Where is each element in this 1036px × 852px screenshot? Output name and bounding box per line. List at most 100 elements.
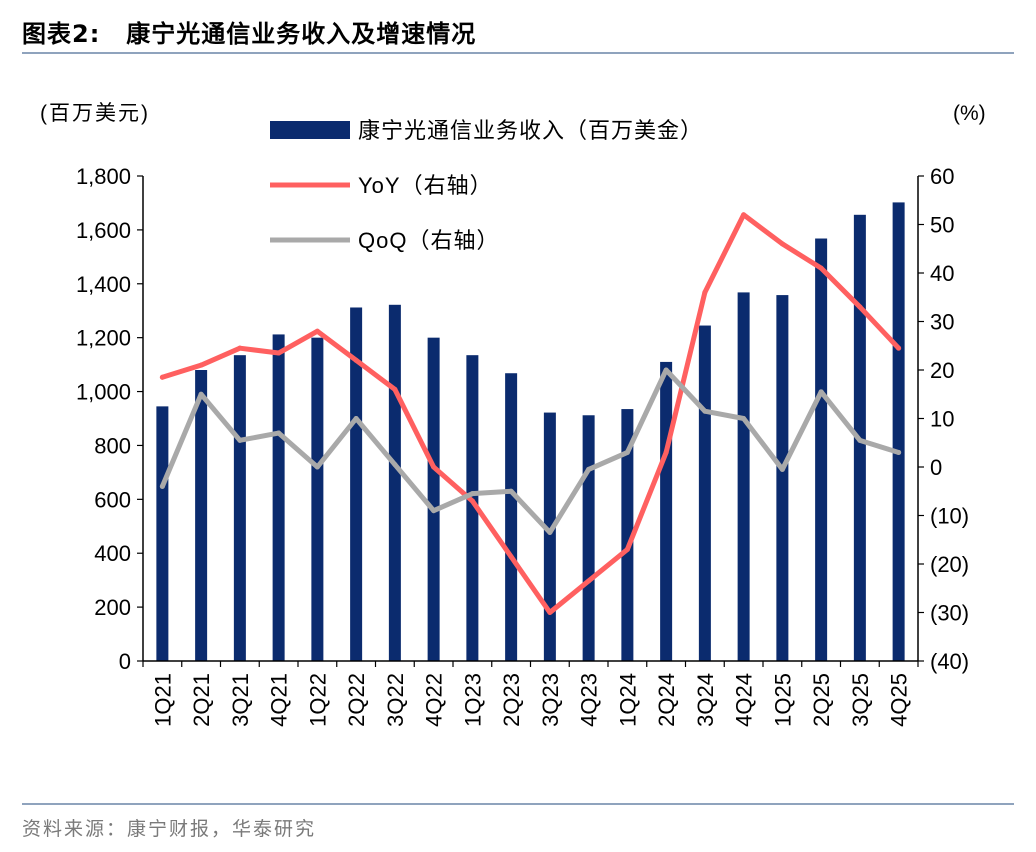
x-tick-label: 4Q24 bbox=[732, 673, 757, 727]
y-right-tick-label: 20 bbox=[930, 358, 954, 383]
y-left-tick-label: 600 bbox=[94, 487, 131, 512]
qoq-point-4Q25 bbox=[896, 449, 902, 455]
qoq-point-1Q25 bbox=[779, 466, 785, 472]
legend-label: YoY（右轴） bbox=[358, 173, 493, 198]
x-tick-label: 3Q24 bbox=[693, 673, 718, 727]
qoq-point-1Q22 bbox=[314, 464, 320, 470]
bar-1Q24 bbox=[621, 409, 634, 661]
y-left-tick-label: 400 bbox=[94, 541, 131, 566]
y-right-tick-label: (40) bbox=[930, 649, 969, 674]
y-left-tick-label: 1,000 bbox=[76, 380, 131, 405]
qoq-point-4Q22 bbox=[431, 508, 437, 514]
bar-4Q23 bbox=[582, 415, 595, 661]
bar-3Q23 bbox=[543, 412, 556, 661]
bar-1Q21 bbox=[156, 406, 169, 661]
x-tick-label: 1Q22 bbox=[305, 673, 330, 727]
qoq-point-4Q21 bbox=[276, 430, 282, 436]
y-right-tick-label: 10 bbox=[930, 407, 954, 432]
bar-3Q21 bbox=[233, 355, 246, 661]
bar-2Q21 bbox=[195, 370, 208, 661]
y-right-tick-label: 40 bbox=[930, 261, 954, 286]
x-tick-label: 1Q21 bbox=[150, 673, 175, 727]
x-tick-label: 4Q21 bbox=[267, 673, 292, 727]
yoy-line bbox=[159, 212, 902, 615]
y-right-tick-label: (10) bbox=[930, 504, 969, 529]
qoq-point-2Q25 bbox=[818, 389, 824, 395]
qoq-point-4Q23 bbox=[586, 466, 592, 472]
yoy-point-3Q22 bbox=[392, 386, 398, 392]
legend: 康宁光通信业务收入（百万美金） YoY（右轴） QoQ（右轴） bbox=[270, 118, 703, 253]
source-note: 资料来源：康宁财报，华泰研究 bbox=[22, 818, 317, 840]
qoq-line bbox=[159, 367, 902, 535]
axes-layer: 02004006008001,0001,2001,4001,6001,800(4… bbox=[76, 164, 969, 727]
yoy-point-2Q23 bbox=[508, 554, 514, 560]
yoy-point-4Q23 bbox=[586, 578, 592, 584]
y-left-tick-label: 1,600 bbox=[76, 218, 131, 243]
bar-2Q24 bbox=[660, 361, 673, 661]
figure-label: 图表2: bbox=[22, 20, 101, 48]
x-tick-label: 4Q22 bbox=[422, 673, 447, 727]
y-left-tick-label: 1,800 bbox=[76, 164, 131, 189]
yoy-point-3Q23 bbox=[547, 610, 553, 615]
qoq-point-3Q23 bbox=[547, 529, 553, 535]
yoy-point-4Q25 bbox=[896, 345, 902, 351]
yoy-point-3Q24 bbox=[702, 289, 708, 295]
yoy-point-1Q23 bbox=[469, 498, 475, 504]
yoy-point-1Q21 bbox=[159, 374, 165, 380]
bar-2Q22 bbox=[350, 307, 363, 661]
qoq-point-3Q22 bbox=[392, 462, 398, 468]
x-tick-label: 2Q21 bbox=[189, 673, 214, 727]
qoq-point-2Q23 bbox=[508, 488, 514, 494]
y-left-tick-label: 200 bbox=[94, 595, 131, 620]
bar-4Q22 bbox=[427, 337, 440, 661]
y-right-tick-label: 60 bbox=[930, 164, 954, 189]
x-tick-label: 2Q25 bbox=[809, 673, 834, 727]
yoy-point-4Q24 bbox=[741, 212, 747, 218]
yoy-point-4Q21 bbox=[276, 350, 282, 356]
qoq-point-3Q25 bbox=[857, 437, 863, 443]
y-left-tick-label: 1,400 bbox=[76, 272, 131, 297]
qoq-point-2Q24 bbox=[663, 367, 669, 373]
yoy-point-3Q21 bbox=[237, 345, 243, 351]
y-right-axis-label: (%) bbox=[953, 102, 986, 125]
x-tick-label: 1Q23 bbox=[460, 673, 485, 727]
x-tick-label: 2Q23 bbox=[499, 673, 524, 727]
yoy-point-2Q25 bbox=[818, 265, 824, 271]
legend-label: 康宁光通信业务收入（百万美金） bbox=[358, 118, 703, 143]
yoy-point-3Q25 bbox=[857, 304, 863, 310]
x-tick-label: 4Q23 bbox=[577, 673, 602, 727]
y-left-tick-label: 0 bbox=[119, 649, 131, 674]
bar-4Q25 bbox=[892, 202, 905, 661]
bar-1Q22 bbox=[311, 337, 324, 661]
y-right-tick-label: 30 bbox=[930, 310, 954, 335]
bar-3Q22 bbox=[388, 304, 401, 661]
x-tick-label: 3Q23 bbox=[538, 673, 563, 727]
qoq-point-2Q21 bbox=[198, 391, 204, 397]
y-left-axis-label: (百万美元) bbox=[40, 102, 150, 125]
bar-2Q23 bbox=[505, 373, 518, 661]
bar-2Q25 bbox=[815, 238, 828, 661]
lines-layer bbox=[159, 212, 902, 615]
x-tick-label: 3Q22 bbox=[383, 673, 408, 727]
bar-4Q21 bbox=[272, 334, 285, 661]
x-tick-label: 3Q25 bbox=[848, 673, 873, 727]
x-tick-label: 1Q24 bbox=[615, 673, 640, 727]
yoy-point-1Q24 bbox=[624, 546, 630, 552]
yoy-point-1Q22 bbox=[314, 328, 320, 334]
qoq-point-3Q24 bbox=[702, 408, 708, 414]
bottom-divider bbox=[22, 803, 1014, 805]
y-left-tick-label: 1,200 bbox=[76, 326, 131, 351]
y-right-tick-label: (20) bbox=[930, 552, 969, 577]
qoq-point-3Q21 bbox=[237, 437, 243, 443]
bar-3Q24 bbox=[698, 325, 711, 661]
y-right-tick-label: 0 bbox=[930, 455, 942, 480]
y-right-tick-label: (30) bbox=[930, 601, 969, 626]
x-tick-label: 2Q22 bbox=[344, 673, 369, 727]
qoq-point-2Q22 bbox=[353, 416, 359, 421]
figure-title-text: 康宁光通信业务收入及增速情况 bbox=[126, 20, 477, 48]
qoq-point-1Q21 bbox=[159, 483, 165, 489]
figure-title: 图表2: 康宁光通信业务收入及增速情况 bbox=[22, 14, 476, 49]
bars-layer bbox=[156, 202, 905, 662]
yoy-point-4Q22 bbox=[431, 464, 437, 470]
